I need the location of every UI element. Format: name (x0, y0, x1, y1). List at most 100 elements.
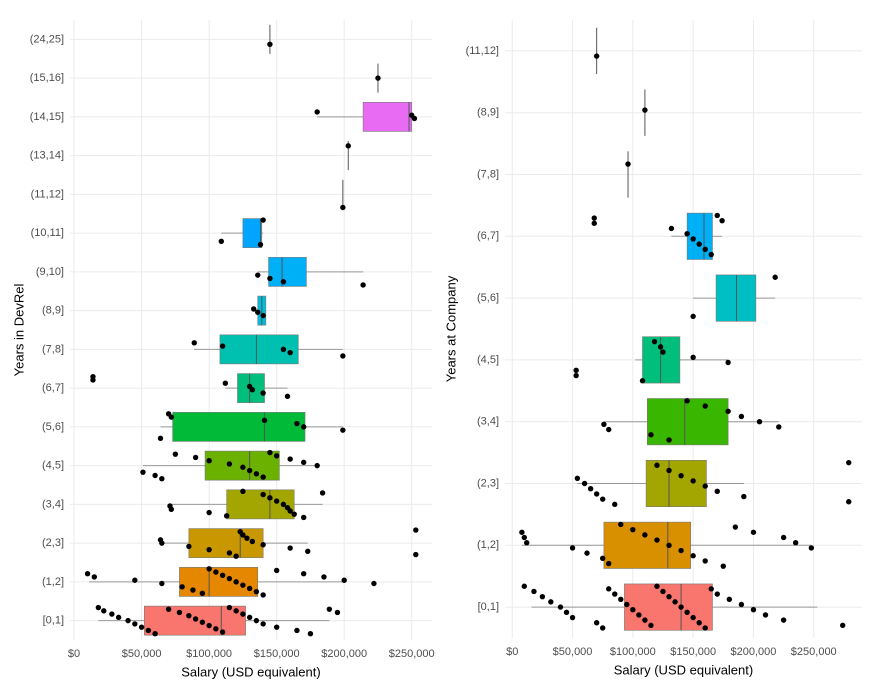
box (645, 460, 707, 507)
y-tick-label: (1,2] (477, 539, 499, 551)
point (226, 550, 233, 556)
point (249, 387, 256, 393)
point (584, 550, 590, 556)
point (690, 313, 696, 320)
point (240, 582, 246, 588)
x-tick-label: $250,000 (389, 648, 435, 660)
point (581, 480, 588, 487)
point (138, 624, 145, 630)
point (660, 588, 666, 595)
point (548, 599, 554, 605)
point (521, 583, 527, 589)
point (179, 584, 185, 590)
point (657, 344, 664, 350)
point (630, 526, 636, 533)
point (413, 551, 419, 558)
point (159, 540, 165, 546)
point (668, 225, 675, 232)
point (840, 622, 846, 629)
point (780, 617, 787, 623)
point (284, 393, 291, 399)
point (642, 617, 648, 623)
point (300, 459, 307, 466)
y-tick-label: (3,4] (477, 416, 499, 428)
point (702, 246, 708, 253)
point (648, 432, 654, 438)
point (696, 620, 702, 626)
point (593, 53, 600, 59)
point (719, 217, 725, 224)
y-tick-label: (7,8] (477, 168, 499, 180)
point (654, 462, 660, 468)
point (702, 403, 708, 409)
point (226, 575, 233, 582)
y-tick-label: (11,12] (31, 188, 64, 200)
y-tick-label: (14,15] (30, 111, 64, 123)
point (630, 607, 636, 613)
point (569, 614, 576, 621)
point (246, 614, 253, 621)
y-tick-label: (7,8] (42, 343, 64, 355)
point (625, 161, 631, 167)
point (618, 596, 624, 602)
y-tick-label: (9,10] (36, 266, 64, 278)
point (91, 574, 98, 580)
point (690, 614, 696, 621)
point (639, 378, 646, 384)
point (90, 377, 96, 383)
box (647, 398, 729, 446)
point (294, 627, 300, 634)
point (222, 380, 229, 386)
x-tick-label: $150,000 (254, 648, 300, 660)
box (686, 212, 713, 260)
point (251, 306, 257, 312)
point (741, 493, 747, 500)
point (300, 571, 307, 577)
point (240, 464, 246, 470)
point (165, 606, 172, 612)
point (314, 462, 320, 469)
point (260, 621, 266, 627)
point (846, 459, 852, 466)
point (260, 592, 266, 598)
point (260, 474, 266, 480)
point (780, 534, 787, 541)
point (531, 588, 537, 595)
point (240, 488, 246, 494)
point (192, 454, 199, 461)
point (678, 604, 684, 610)
point (340, 204, 346, 211)
x-tick-label: $200,000 (321, 648, 367, 660)
point (606, 560, 612, 567)
y-tick-label: (8,9] (42, 305, 64, 317)
point (792, 539, 799, 546)
point (678, 547, 684, 554)
y-tick-label: (4,5] (477, 354, 499, 366)
point (599, 625, 606, 631)
point (240, 532, 246, 538)
x-tick-label: $100,000 (186, 648, 232, 660)
point (213, 626, 219, 632)
point (345, 143, 351, 149)
y-axis-title: Years in DevRel (11, 284, 26, 377)
point (750, 529, 757, 535)
point (678, 472, 684, 479)
point (569, 545, 576, 551)
point (287, 349, 293, 356)
y-tick-label: (8,9] (477, 107, 499, 119)
y-tick-label: (2,3] (42, 537, 64, 549)
point (714, 212, 720, 219)
point (168, 414, 175, 420)
y-tick-label: (11,12] (466, 45, 499, 57)
point (557, 604, 564, 610)
point (280, 278, 287, 285)
point (612, 501, 618, 508)
box (362, 102, 413, 132)
point (672, 599, 678, 605)
point (206, 546, 212, 553)
point (257, 241, 264, 248)
point (233, 579, 239, 585)
point (152, 472, 158, 479)
point (321, 574, 327, 580)
point (574, 475, 581, 481)
